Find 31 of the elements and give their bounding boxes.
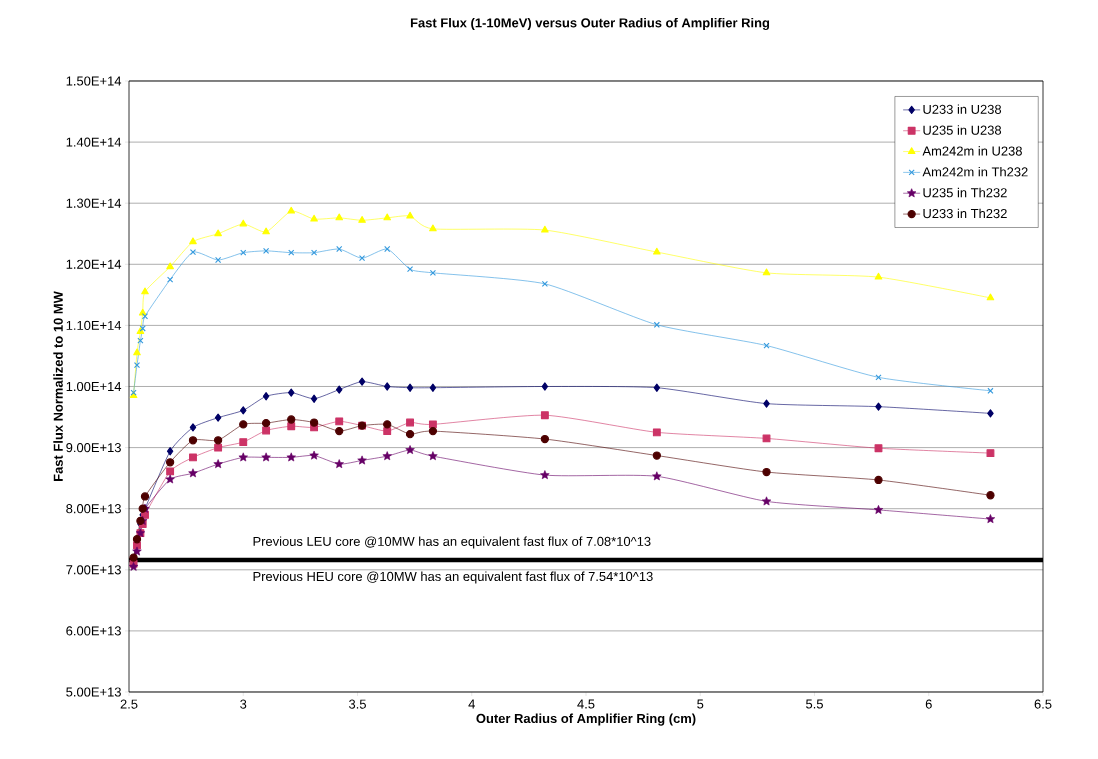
x-tick-label: 2.5 (120, 699, 138, 709)
x-tick-label: 6 (925, 699, 932, 709)
y-tick-label: 1.00E+14 (66, 381, 122, 392)
y-tick-label: 1.30E+14 (66, 198, 122, 208)
y-tick-label: 1.20E+14 (66, 259, 122, 269)
x-axis-title: Outer Radius of Amplifier Ring (cm) (476, 713, 696, 726)
y-tick-label: 5.00E+13 (66, 687, 121, 697)
y-tick-label: 7.00E+13 (66, 565, 121, 575)
x-tick-label: 3 (240, 699, 247, 709)
legend-label: Am242m in U238 (922, 146, 1022, 156)
x-tick-label: 3.5 (349, 699, 366, 709)
legend-label: U235 in Th232 (923, 187, 1007, 198)
legend-label: U233 in U238 (923, 104, 1002, 114)
y-tick-label: 6.00E+13 (66, 626, 121, 636)
y-tick-label: 1.40E+14 (66, 137, 122, 147)
y-tick-label: 8.00E+13 (66, 504, 121, 514)
legend-label: U235 in U238 (923, 125, 1002, 135)
y-tick-label: 1.10E+14 (66, 320, 122, 330)
x-tick-label: 5.5 (806, 699, 823, 709)
x-tick-label: 6.5 (1034, 699, 1052, 709)
y-axis-title: Fast Flux Normalized to 10 MW (53, 291, 63, 481)
y-tick-label: 1.50E+14 (66, 76, 122, 86)
x-tick-label: 4 (468, 699, 475, 709)
ref-line-label: Previous LEU core @10MW has an equivalent fast flux of 7.08*10^13 (253, 536, 651, 549)
x-tick-label: 5 (697, 699, 704, 709)
legend-label: U233 in Th232 (923, 208, 1007, 219)
legend-label: Am242m in Th232 (922, 166, 1028, 177)
chart-title: Fast Flux (1-10MeV) versus Outer Radius of Amplifier Ring (410, 17, 770, 31)
y-tick-label: 9.00E+13 (66, 443, 121, 453)
annotation: Previous HEU core @10MW has an equivalent fast flux of 7.54*10^13 (253, 571, 653, 584)
x-tick-label: 4.5 (577, 699, 595, 709)
